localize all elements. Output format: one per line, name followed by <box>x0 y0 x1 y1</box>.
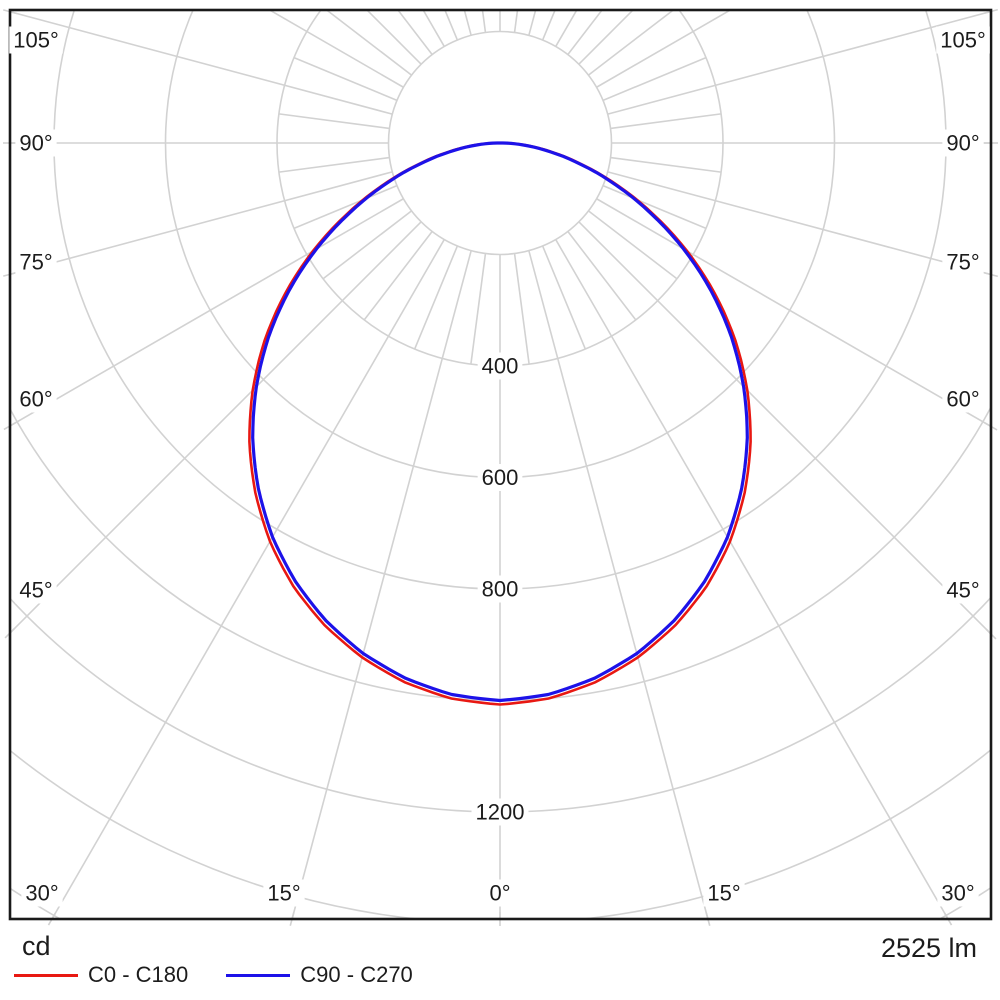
luminous-flux-label: 2525 lm <box>880 933 977 963</box>
angle-minor-line-82.5 <box>610 156 722 173</box>
angle-label-left-75°: 75° <box>19 250 52 275</box>
legend-item-c0-c180: C0 - C180 <box>14 962 188 988</box>
radial-label-800: 800 <box>482 577 519 602</box>
radial-unit-label: cd <box>22 931 51 961</box>
angle-label-right-60°: 60° <box>946 387 979 412</box>
angle-minor-line-7.5 <box>513 253 530 365</box>
angle-line-120 <box>596 10 732 88</box>
angle-label-right-75°: 75° <box>946 250 979 275</box>
c90-c270-swatch <box>226 973 291 977</box>
angle-label-right-90°: 90° <box>946 131 979 156</box>
angle-minor-line-157.5 <box>541 10 556 41</box>
angle-minor-line-247.5 <box>293 56 398 102</box>
angle-minor-line-127.5 <box>587 10 675 76</box>
angle-minor-line-112.5 <box>602 56 707 102</box>
angle-line-60 <box>596 198 991 428</box>
angle-line-345 <box>291 250 472 919</box>
angle-label-left-90°: 90° <box>19 131 52 156</box>
radial-label-400: 400 <box>482 354 519 379</box>
angle-minor-line-277.5 <box>278 156 390 173</box>
angle-minor-line-67.5 <box>602 184 707 230</box>
angle-minor-line-22.5 <box>541 245 587 350</box>
angle-label-bottom-0: 30° <box>25 881 58 906</box>
c90-c270-label: C90 - C270 <box>300 962 413 987</box>
angle-line-30 <box>555 239 949 919</box>
angle-minor-line-202.5 <box>444 10 459 41</box>
angle-label-bottom-1: 15° <box>267 881 300 906</box>
angle-minor-line-187.5 <box>481 10 487 33</box>
angle-label-left-105°: 105° <box>13 28 59 53</box>
legend: C0 - C180 C90 - C270 <box>14 962 413 988</box>
angle-line-315 <box>10 221 422 635</box>
angle-line-75 <box>607 171 991 276</box>
angle-minor-line-232.5 <box>325 10 413 76</box>
angle-label-right-45°: 45° <box>946 578 979 603</box>
angle-minor-line-307.5 <box>322 210 413 280</box>
angle-label-bottom-4: 30° <box>941 881 974 906</box>
angle-label-left-45°: 45° <box>19 578 52 603</box>
angle-minor-line-337.5 <box>413 245 459 350</box>
radial-label-600: 600 <box>482 465 519 490</box>
intensity-curve-c90-c270 <box>251 141 749 703</box>
angle-minor-line-97.5 <box>610 113 722 130</box>
angle-label-bottom-2: 0° <box>489 881 510 906</box>
c0-c180-label: C0 - C180 <box>88 962 189 987</box>
angle-minor-line-352.5 <box>470 253 487 365</box>
angle-line-135 <box>578 10 635 65</box>
radial-label-1200: 1200 <box>476 800 525 825</box>
angle-line-210 <box>422 10 445 47</box>
angle-line-255 <box>10 10 393 115</box>
legend-item-c90-c270: C90 - C270 <box>226 962 413 988</box>
angle-line-240 <box>268 10 404 88</box>
angle-minor-line-262.5 <box>278 113 390 130</box>
angle-label-right-105°: 105° <box>940 28 986 53</box>
angle-minor-line-52.5 <box>587 210 678 280</box>
chart-border <box>8 8 993 921</box>
angle-minor-line-37.5 <box>567 230 637 321</box>
angle-line-285 <box>10 171 393 276</box>
angle-line-300 <box>10 198 404 427</box>
angle-label-left-60°: 60° <box>19 387 52 412</box>
angle-line-150 <box>555 10 578 47</box>
angle-line-45 <box>578 221 991 636</box>
c0-c180-swatch <box>14 973 78 977</box>
angle-line-105 <box>607 10 991 115</box>
angle-line-225 <box>365 10 422 65</box>
angle-minor-line-172.5 <box>513 10 519 33</box>
angle-minor-line-292.5 <box>293 184 398 230</box>
angle-label-bottom-3: 15° <box>707 881 740 906</box>
angle-line-330 <box>51 239 445 919</box>
angle-line-15 <box>528 250 709 919</box>
angle-minor-line-322.5 <box>363 230 433 321</box>
